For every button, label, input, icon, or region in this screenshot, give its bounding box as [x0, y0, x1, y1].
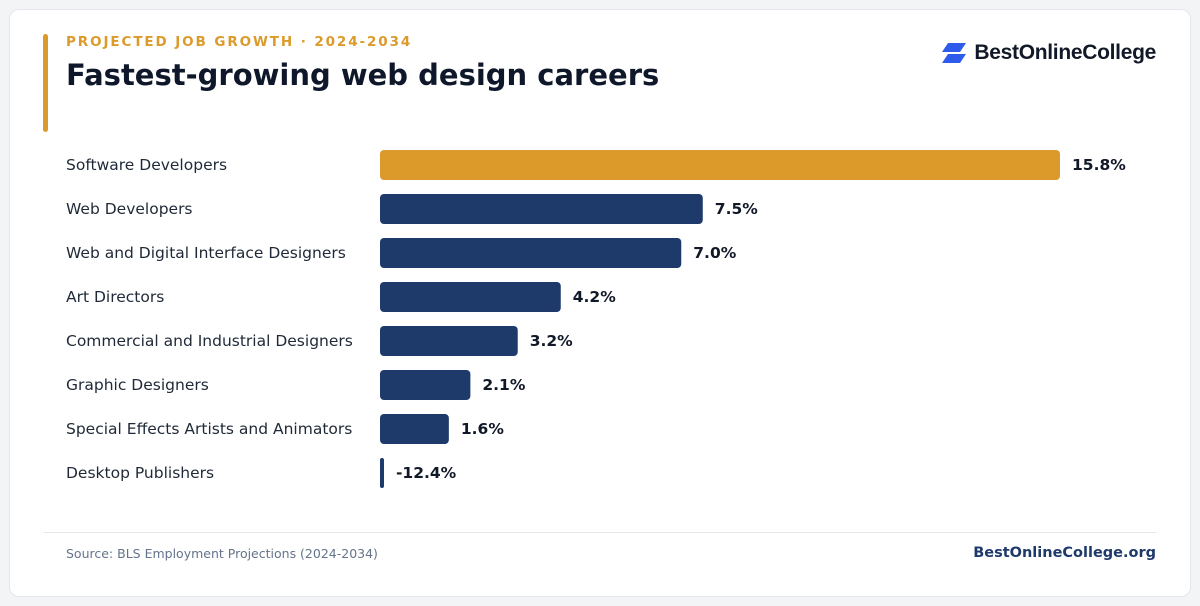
- bar: [380, 458, 384, 488]
- bar: [380, 326, 518, 356]
- bar: [380, 370, 471, 400]
- category-label: Software Developers: [66, 156, 227, 174]
- logo-mark-icon: [942, 43, 967, 63]
- value-label: 7.5%: [715, 200, 758, 218]
- chart-card: [9, 9, 1191, 597]
- bar: [380, 194, 703, 224]
- brand-name: BestOnlineCollege: [974, 41, 1156, 64]
- category-label: Special Effects Artists and Animators: [66, 420, 352, 438]
- chart-eyebrow: PROJECTED JOB GROWTH · 2024-2034: [66, 34, 413, 50]
- value-label: 15.8%: [1072, 156, 1126, 174]
- category-label: Web Developers: [66, 200, 193, 218]
- footer-divider: [44, 532, 1156, 533]
- bar: [380, 150, 1060, 180]
- category-label: Desktop Publishers: [66, 464, 214, 482]
- value-label: 2.1%: [482, 376, 525, 394]
- source-note: Source: BLS Employment Projections (2024…: [66, 546, 378, 561]
- value-label: 1.6%: [461, 420, 504, 438]
- value-label: 4.2%: [573, 288, 616, 306]
- value-label: 3.2%: [530, 332, 573, 350]
- site-link[interactable]: BestOnlineCollege.org: [973, 545, 1156, 561]
- bar: [380, 282, 561, 312]
- chart-title: Fastest-growing web design careers: [66, 58, 660, 92]
- category-label: Commercial and Industrial Designers: [66, 332, 353, 350]
- bar: [380, 414, 449, 444]
- category-label: Art Directors: [66, 288, 164, 306]
- brand-logo[interactable]: BestOnlineCollege: [942, 40, 1156, 66]
- value-label: 7.0%: [693, 244, 736, 262]
- accent-bar: [43, 34, 48, 132]
- category-label: Graphic Designers: [66, 376, 209, 394]
- value-label: -12.4%: [396, 464, 457, 482]
- category-label: Web and Digital Interface Designers: [66, 244, 346, 262]
- bar: [380, 238, 682, 268]
